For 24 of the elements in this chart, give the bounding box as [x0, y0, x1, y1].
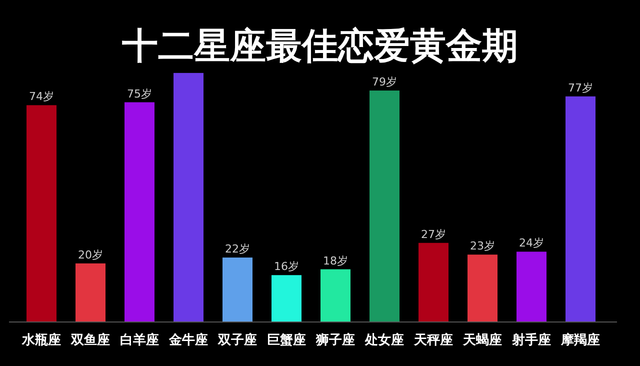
data-label: 27岁 — [421, 228, 446, 241]
data-label: 16岁 — [274, 260, 299, 274]
data-label: 24岁 — [519, 236, 544, 250]
data-label: 23岁 — [470, 240, 495, 253]
x-tick-label: 双子座 — [217, 332, 257, 348]
x-tick-label: 天蝎座 — [462, 332, 502, 348]
x-tick-label: 摩羯座 — [560, 332, 600, 348]
data-label: 79岁 — [372, 76, 397, 89]
x-tick-label: 处女座 — [364, 332, 404, 348]
data-label: 22岁 — [225, 242, 250, 256]
x-tick-label: 白羊座 — [120, 332, 159, 348]
chart-title: 十二星座最佳恋爱黄金期 — [122, 26, 518, 67]
x-tick-label: 射手座 — [511, 332, 551, 348]
x-tick-label: 金牛座 — [168, 332, 208, 348]
x-tick-label: 巨蟹座 — [267, 332, 306, 348]
x-tick-label: 双鱼座 — [70, 332, 110, 348]
data-label: 77岁 — [568, 81, 593, 94]
x-tick-label: 天秤座 — [413, 332, 453, 348]
data-label: 18岁 — [323, 254, 348, 268]
x-tick-label: 狮子座 — [315, 332, 355, 348]
x-tick-label: 水瓶座 — [21, 332, 61, 348]
data-label: 75岁 — [127, 87, 152, 100]
data-label: 74岁 — [29, 90, 54, 104]
data-label: 20岁 — [78, 248, 103, 262]
